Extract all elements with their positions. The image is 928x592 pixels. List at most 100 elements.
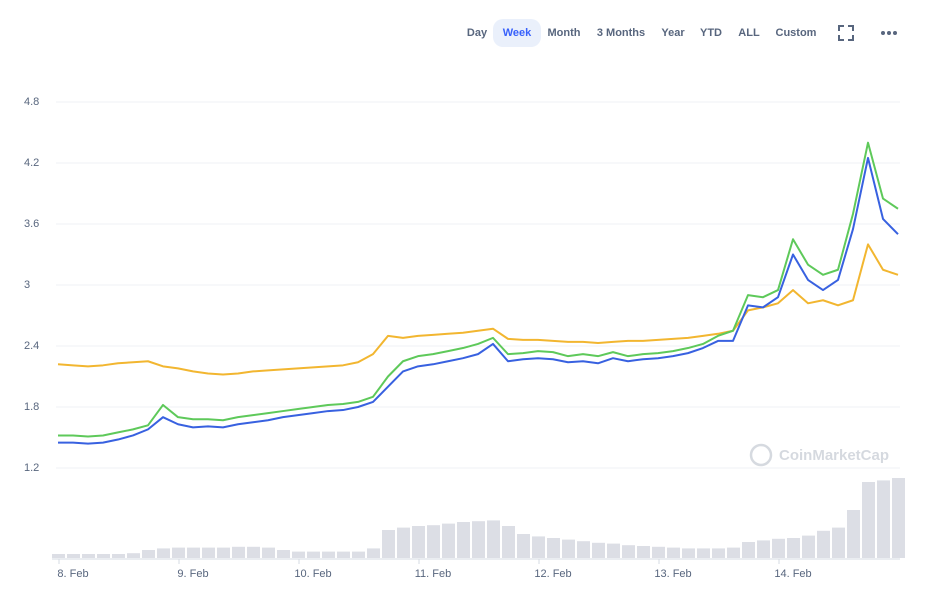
volume-bar [502,526,515,558]
volume-bar [127,553,140,558]
volume-bar [697,548,710,558]
volume-bar [562,539,575,558]
volume-bar [622,545,635,558]
tab-label: Custom [776,27,817,39]
tab-label: Month [548,27,581,39]
volume-bar [382,530,395,558]
volume-bar [802,535,815,558]
tab-label: Week [503,27,532,39]
x-tick-label: 14. Feb [774,568,811,580]
volume-bar [52,554,65,558]
volume-bar [397,527,410,558]
volume-bar [232,546,245,558]
volume-bar [757,540,770,558]
volume-bar [847,510,860,558]
watermark-logo [749,443,773,467]
x-tick-label: 13. Feb [654,568,691,580]
volume-bar [112,554,125,558]
volume-bar [517,534,530,558]
watermark-text: CoinMarketCap [779,447,889,464]
y-tick-label: 4.2 [24,157,39,169]
y-tick-label: 2.4 [24,340,39,352]
tab[interactable]: Week [493,19,541,47]
volume-bar [247,546,260,558]
volume-bar [862,482,875,558]
volume-bar [277,550,290,558]
tab[interactable]: ALL [738,27,760,39]
tab-label: YTD [700,27,722,39]
volume-bar [877,480,890,558]
volume-bar [202,547,215,558]
volume-bar [262,547,275,558]
volume-bar [292,551,305,558]
y-tick-label: 1.2 [24,462,39,474]
x-tick-label: 11. Feb [415,568,452,580]
volume-bar [727,547,740,558]
volume-bar [187,547,200,558]
volume-bar [367,548,380,558]
volume-bar [472,521,485,558]
volume-bar [652,546,665,558]
volume-bar [217,547,230,558]
dot [887,31,891,35]
x-tick-label: 12. Feb [534,568,571,580]
volume-bar [637,546,650,558]
tab[interactable]: Year [661,27,685,39]
volume-bar [157,548,170,558]
volume-bar [442,523,455,558]
y-tick-label: 3.6 [24,218,39,230]
volume-bar [307,551,320,558]
more-button[interactable] [881,31,897,35]
volume-bar [172,547,185,558]
volume-bar [97,554,110,558]
price-line [58,156,899,445]
volume-bar [832,527,845,558]
volume-bar [712,548,725,558]
volume-bar [352,551,365,558]
volume-bar [82,554,95,558]
volume-bar [742,542,755,558]
y-tick-label: 3 [24,279,30,291]
price-line [58,141,899,438]
tab[interactable]: Day [467,27,488,39]
tab[interactable]: Custom [776,27,817,39]
toolbar: Day Week Month 3 Months Year YTD ALL Custom [467,19,817,47]
volume-bar [577,541,590,558]
x-tick-label: 8. Feb [57,568,88,580]
x-tick-label: 10. Feb [294,568,331,580]
y-tick-label: 4.8 [24,96,39,108]
volume-bar [532,536,545,558]
volume-bar [787,538,800,558]
volume-bar [337,551,350,558]
volume-bar [322,551,335,558]
volume-bar [607,543,620,558]
volume-bar [817,530,830,558]
tab-label: 3 Months [597,27,645,39]
watermark: CoinMarketCap [749,443,889,467]
volume-bar [142,550,155,558]
x-tick-label: 9. Feb [177,568,208,580]
tab-label: ALL [738,27,760,39]
volume-bar [457,522,470,558]
tab[interactable]: 3 Months [597,27,645,39]
volume-bar [682,548,695,558]
dot [881,31,885,35]
volume-bar [67,554,80,558]
tab-label: Year [661,27,685,39]
volume-bar [667,547,680,558]
y-tick-label: 1.8 [24,401,39,413]
tab[interactable]: YTD [700,27,722,39]
volume-bar [892,478,905,558]
volume-bar [412,526,425,558]
tab-label: Day [467,27,488,39]
price-line [57,243,899,376]
volume-bar [592,542,605,558]
volume-bar [547,538,560,558]
tab[interactable]: Month [548,27,581,39]
volume-bar [772,538,785,558]
dot [893,31,897,35]
volume-bar [427,525,440,558]
volume-bar [487,520,500,558]
